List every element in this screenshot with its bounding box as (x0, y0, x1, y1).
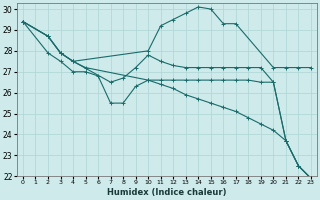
X-axis label: Humidex (Indice chaleur): Humidex (Indice chaleur) (107, 188, 227, 197)
